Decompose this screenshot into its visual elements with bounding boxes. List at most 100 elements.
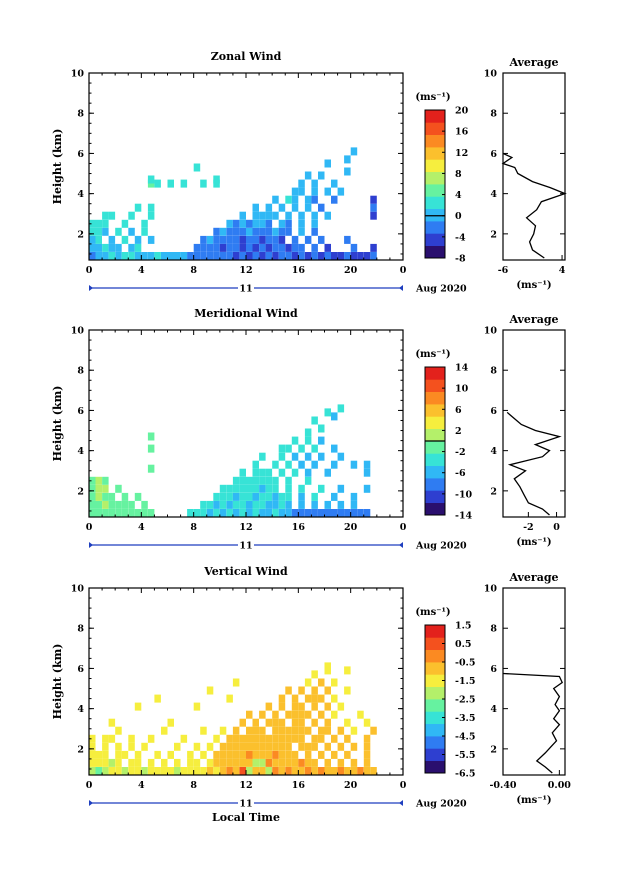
profile-x-axis-label: (ms⁻¹) (516, 280, 551, 291)
heatmap-cell (370, 243, 377, 252)
heatmap-cell (206, 758, 214, 767)
heatmap-cell (213, 179, 220, 188)
profile-y-tick-label: 8 (490, 109, 497, 120)
profile-x-tick-label: 0.00 (548, 780, 572, 791)
heatmap-cell (89, 235, 96, 244)
heatmap-cell (232, 742, 240, 751)
heatmap-cell (272, 252, 279, 260)
y-tick-label: 2 (77, 229, 84, 240)
heatmap-cell (285, 243, 292, 252)
heatmap-cell (128, 758, 135, 767)
heatmap-cell (291, 187, 299, 196)
heatmap-cell (259, 219, 266, 228)
heatmap-cell (265, 509, 273, 517)
x-tick-label: 8 (190, 265, 197, 276)
heatmap-cell (246, 484, 253, 493)
heatmap-cell (304, 195, 312, 204)
heatmap-cell (121, 509, 129, 517)
heatmap-cell (161, 252, 168, 260)
heatmap-cell (128, 767, 135, 775)
heatmap-cell (219, 492, 227, 501)
heatmap-cell (232, 509, 240, 517)
heatmap-cell (350, 147, 358, 156)
heatmap-cell (200, 179, 207, 188)
heatmap-cell (167, 718, 174, 727)
heatmap-cell (89, 734, 96, 743)
heatmap-cell (265, 243, 273, 252)
heatmap-cell (298, 179, 305, 188)
heatmap-cell (259, 227, 266, 236)
colorbar-tick-label: 2 (455, 426, 462, 437)
heatmap-cell (232, 767, 240, 775)
profile-frame (502, 329, 566, 518)
heatmap-cell (121, 750, 129, 759)
heatmap-cell (278, 718, 286, 727)
heatmap-cell (226, 767, 233, 775)
colorbar-swatch (425, 441, 445, 454)
heatmap-cell (226, 509, 233, 517)
profile-x-tick-label: -0.40 (489, 780, 516, 791)
heatmap-cell (298, 509, 305, 517)
heatmap-cell (95, 219, 102, 228)
heatmap-cell (219, 758, 227, 767)
heatmap-cell (206, 686, 214, 695)
heatmap-cell (206, 235, 214, 244)
heatmap-cell (121, 219, 129, 228)
heatmap-cell (370, 211, 377, 220)
heatmap-cell (350, 509, 358, 517)
heatmap-cell (265, 750, 273, 759)
y-tick-label: 8 (77, 624, 84, 635)
heatmap-cell (115, 750, 122, 759)
heatmap-cell (337, 500, 345, 509)
y-tick-label: 6 (77, 149, 84, 160)
colorbar-tick-label: 0.5 (455, 639, 472, 650)
heatmap-cell (291, 758, 299, 767)
heatmap-cell (180, 734, 188, 743)
y-axis-label: Height (km) (51, 129, 64, 205)
x-tick-label: 12 (239, 265, 252, 276)
heatmap-cell (285, 734, 292, 743)
heatmap-cell (115, 742, 122, 751)
heatmap-cell (252, 476, 259, 485)
heatmap-cell (318, 424, 325, 433)
colorbar-tick-label: 6 (455, 405, 462, 416)
heatmap-cell (174, 742, 181, 751)
profile-y-tick-label: 4 (490, 704, 497, 715)
heatmap-cell (134, 252, 142, 260)
heatmap-cell (89, 243, 96, 252)
heatmap-cell (213, 492, 220, 501)
heatmap-cell (311, 694, 318, 703)
heatmap-cell (265, 252, 273, 260)
heatmap-cell (298, 726, 305, 735)
heatmap-cell (337, 509, 345, 517)
heatmap-cell (331, 412, 338, 421)
heatmap-cell (141, 500, 148, 509)
heatmap-cell (252, 243, 259, 252)
heatmap-cell (246, 227, 253, 236)
heatmap-cell (298, 767, 305, 775)
heatmap-cell (311, 758, 318, 767)
colorbar-tick-label: -1.5 (455, 676, 475, 687)
heatmap-cell (331, 694, 338, 703)
heatmap-cell (134, 203, 142, 212)
heatmap-cell (259, 734, 266, 743)
heatmap-cell (311, 702, 318, 711)
heatmap-cell (239, 252, 246, 260)
heatmap-cell (226, 742, 233, 751)
heatmap-cell (213, 227, 220, 236)
heatmap-cell (324, 500, 331, 509)
colorbar-tick-label: -0.5 (455, 658, 475, 669)
time-bar-end-arrow (399, 542, 403, 548)
heatmap-cell (95, 243, 102, 252)
colorbar-tick-label: 20 (455, 106, 469, 117)
heatmap-cell (324, 159, 331, 168)
heatmap-cell (200, 235, 207, 244)
heatmap-cell (187, 252, 194, 260)
heatmap-cell (232, 758, 240, 767)
heatmap-cell (272, 195, 279, 204)
heatmap-cell (252, 460, 259, 469)
colorbar-swatch (425, 465, 445, 479)
heatmap-cell (291, 702, 299, 711)
heatmap-cell (259, 243, 266, 252)
heatmap-cell (147, 211, 155, 220)
